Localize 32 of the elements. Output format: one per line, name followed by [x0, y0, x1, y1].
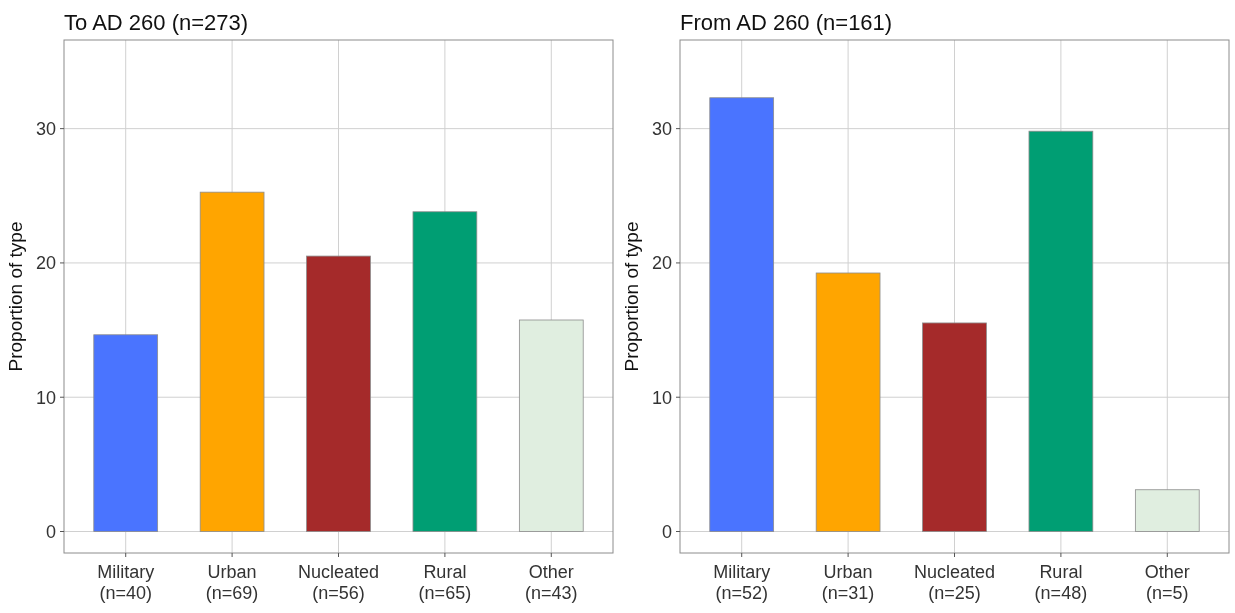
y-tick-label: 20: [651, 253, 672, 274]
x-tick-label: Nucleated (n=56): [297, 562, 380, 603]
bar: [922, 322, 987, 532]
x-tick-label: Other (n=43): [525, 562, 578, 603]
x-tick-label: Rural (n=48): [1034, 562, 1088, 603]
y-tick-label: 30: [35, 118, 56, 139]
x-tick-label: Rural (n=65): [418, 562, 472, 603]
y-tick-label: 30: [651, 118, 672, 139]
x-tick-label: Nucleated (n=25): [913, 562, 996, 603]
y-tick-label: 0: [661, 521, 672, 542]
x-tick-label: Urban (n=31): [821, 562, 875, 603]
y-tick-label: 0: [45, 521, 56, 542]
x-tick-label: Military (n=52): [713, 562, 771, 603]
x-tick-label: Urban (n=69): [205, 562, 259, 603]
bar: [93, 334, 159, 532]
x-tick-label: Other (n=5): [1144, 562, 1190, 603]
bar: [815, 272, 881, 532]
x-tick-label: Military (n=40): [97, 562, 155, 603]
y-tick-label: 10: [35, 387, 56, 408]
chart-title: To AD 260 (n=273): [64, 10, 249, 35]
bar: [412, 211, 478, 532]
y-axis-title: Proportion of type: [621, 221, 642, 372]
bar: [518, 319, 584, 532]
y-tick-label: 10: [651, 387, 672, 408]
bar: [709, 97, 775, 532]
y-tick-label: 20: [35, 253, 56, 274]
chart-title: From AD 260 (n=161): [680, 10, 893, 35]
y-axis-title: Proportion of type: [5, 221, 26, 372]
bar: [306, 255, 371, 532]
bar: [1134, 489, 1200, 532]
bar: [1028, 130, 1094, 532]
bar: [199, 191, 265, 532]
